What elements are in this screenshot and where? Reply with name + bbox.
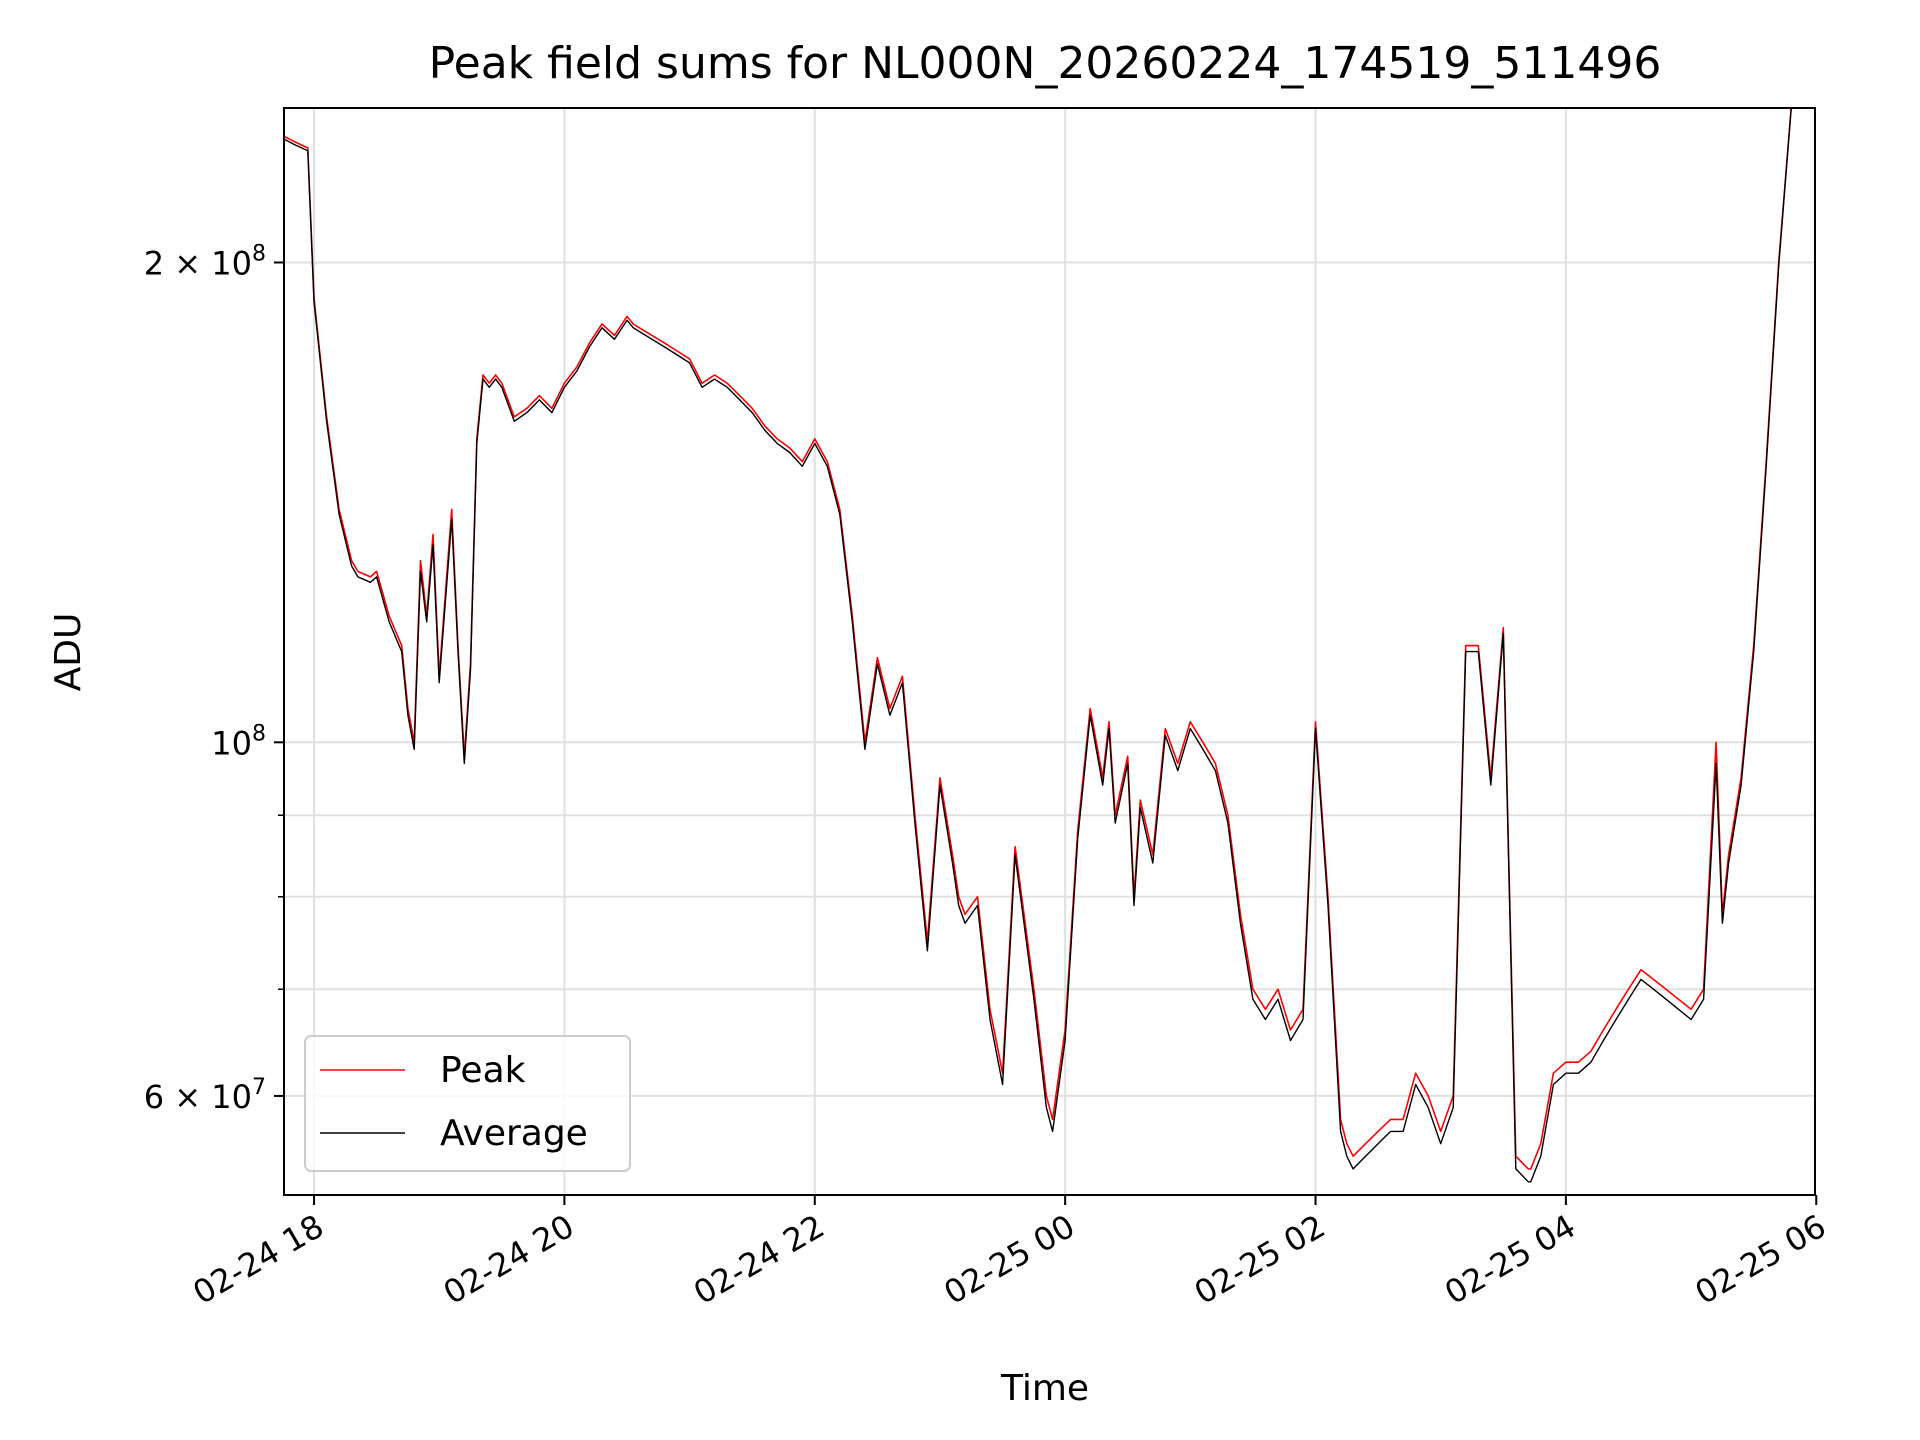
- series-lines: [284, 108, 1792, 1183]
- y-tick-label: 6 × 107: [144, 1075, 266, 1116]
- legend: Peak Average: [304, 1035, 631, 1172]
- y-axis-title: ADU: [48, 613, 89, 692]
- y-tick-label: 2 × 108: [144, 241, 266, 282]
- average-series-line: [284, 108, 1792, 1183]
- plot-area: [283, 107, 1816, 1196]
- y-axis: 2 × 108 108 6 × 107: [144, 241, 284, 1116]
- plot-background: [284, 108, 1815, 1195]
- legend-label-average: Average: [440, 1113, 588, 1154]
- y-tick-label: 108: [211, 721, 266, 762]
- chart-title: Peak field sums for NL000N_20260224_1745…: [429, 38, 1662, 89]
- x-axis-title: Time: [1000, 1368, 1089, 1409]
- plot-frame: [283, 107, 1816, 1196]
- legend-label-peak: Peak: [440, 1050, 526, 1091]
